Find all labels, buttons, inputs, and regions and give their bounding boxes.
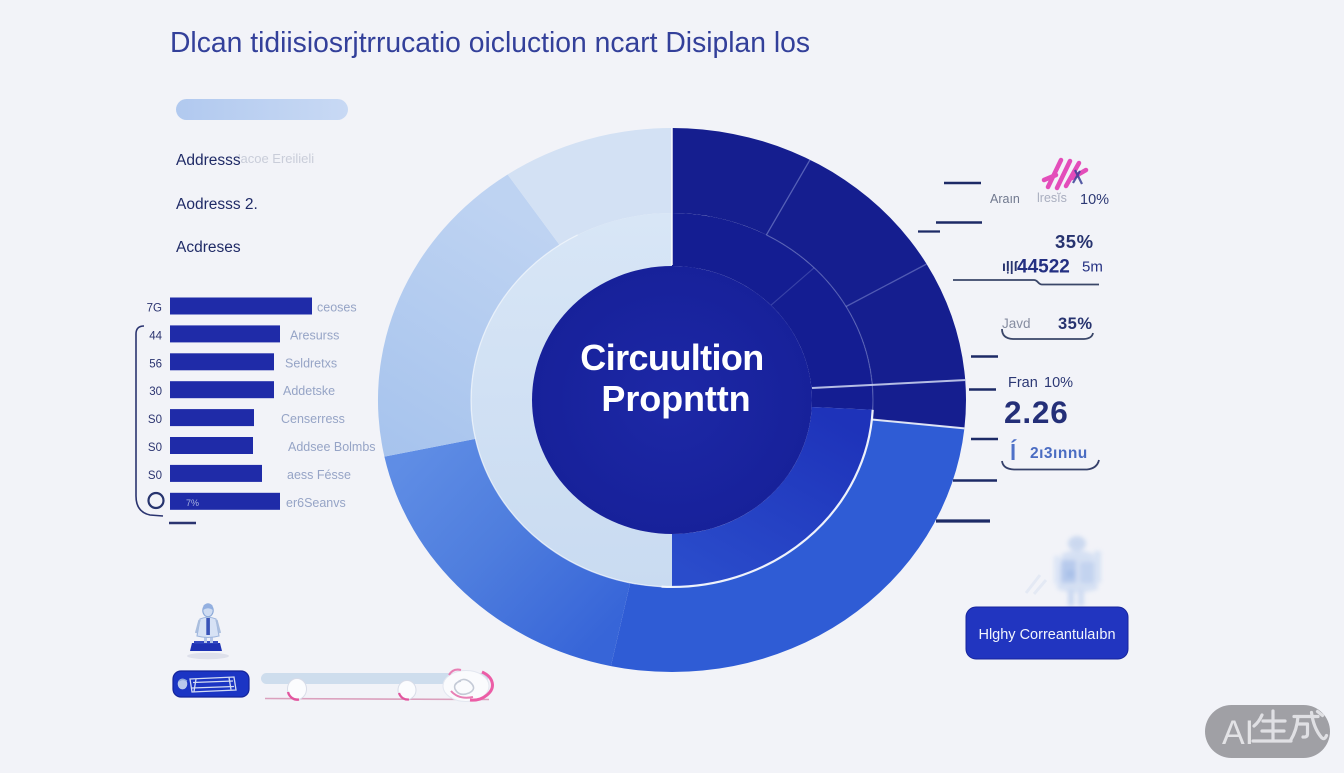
svg-text:35%: 35% [1055, 231, 1094, 252]
svg-text:10%: 10% [1080, 192, 1109, 208]
svg-text:Araın: Araın [990, 192, 1020, 206]
svg-text:Acdreses: Acdreses [176, 239, 241, 256]
svg-text:Aresurss: Aresurss [290, 328, 339, 342]
svg-text:10%: 10% [1044, 375, 1073, 391]
svg-text:Addetske: Addetske [283, 384, 335, 398]
svg-text:Seldretxs: Seldretxs [285, 356, 337, 370]
svg-text:Dlcan tidiisiosrjtrrucatio oic: Dlcan tidiisiosrjtrrucatio oicluction nc… [170, 26, 810, 58]
svg-text:S0: S0 [148, 414, 162, 426]
svg-text:aess Fésse: aess Fésse [287, 468, 351, 482]
svg-text:Hlghy Correantulaıbn: Hlghy Correantulaıbn [978, 627, 1115, 643]
svg-text:Propnttn: Propnttn [601, 378, 750, 419]
svg-text:5m: 5m [1082, 259, 1103, 276]
svg-text:Aodresss 2.: Aodresss 2. [176, 196, 258, 213]
svg-text:S0: S0 [148, 470, 162, 482]
svg-text:2.26: 2.26 [1004, 394, 1069, 430]
svg-text:Javd: Javd [1002, 316, 1031, 331]
svg-text:ıļ|ſ: ıļ|ſ [1002, 258, 1019, 274]
svg-text:2ı3ınnu: 2ı3ınnu [1030, 445, 1088, 462]
svg-text:S0: S0 [148, 442, 162, 454]
svg-text:44522: 44522 [1017, 257, 1070, 278]
svg-text:44: 44 [149, 330, 162, 342]
svg-text:lresĭs: lresĭs [1037, 191, 1067, 205]
svg-text:7%: 7% [186, 498, 199, 508]
svg-text:ĺ: ĺ [1010, 439, 1017, 465]
svg-text:Censerress: Censerress [281, 412, 345, 426]
svg-text:Circuultion: Circuultion [580, 337, 763, 378]
svg-text:7G: 7G [147, 303, 162, 315]
svg-text:Fran: Fran [1008, 375, 1038, 391]
svg-text:AI: AI [1222, 714, 1254, 752]
svg-text:30: 30 [149, 386, 162, 398]
svg-text:ceoses: ceoses [317, 301, 357, 315]
svg-text:56: 56 [149, 358, 162, 370]
svg-text:er6Seanvs: er6Seanvs [286, 496, 346, 510]
svg-text:'acoe Ereilieli: 'acoe Ereilieli [238, 151, 314, 166]
svg-text:35%: 35% [1058, 315, 1093, 333]
svg-text:Addsee Bolmbs: Addsee Bolmbs [288, 440, 376, 454]
svg-text:Addresss: Addresss [176, 152, 241, 169]
